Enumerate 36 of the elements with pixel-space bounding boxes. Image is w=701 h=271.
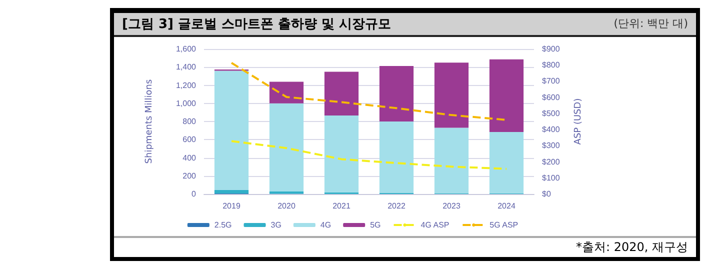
x-tick-label: 2021 <box>332 201 351 210</box>
y-tick-label: 800 <box>182 116 197 126</box>
y2-tick-label: $300 <box>542 141 560 150</box>
y-tick-label: 1,600 <box>176 44 197 54</box>
y2-tick-label: $900 <box>542 44 560 54</box>
y2-tick-label: $200 <box>542 157 560 166</box>
y2-tick-label: $700 <box>542 76 560 86</box>
y2-axis-title: ASP (USD) <box>574 98 584 145</box>
y-tick-label: 200 <box>182 171 197 180</box>
y-tick-label: 400 <box>182 153 197 162</box>
y-tick-label: 1,000 <box>176 98 197 108</box>
legend-label: 3G <box>270 220 282 230</box>
y2-tick-label: $100 <box>542 173 560 182</box>
y-tick-label: 1,200 <box>176 80 197 90</box>
legend-label: 5G <box>370 220 381 230</box>
y-axis-title: Shipments Millions <box>144 78 154 164</box>
y2-tick-label: $800 <box>542 60 560 70</box>
x-tick-label: 2019 <box>222 201 241 210</box>
x-tick-label: 2023 <box>442 201 461 210</box>
y2-tick-label: $600 <box>542 92 560 102</box>
legend-label: 2.5G <box>214 220 232 230</box>
x-tick-label: 2022 <box>388 201 406 210</box>
y2-tick-label: $0 <box>542 189 552 198</box>
text: (단위: 백만 대) <box>614 16 688 32</box>
x-tick-label: 2020 <box>278 201 296 210</box>
text: *출처: 2020, 재구성 <box>576 240 688 254</box>
chart-title: [그림 3] 글로벌 스마트폰 출하량 및 시장규모 <box>122 16 392 33</box>
x-tick-label: 2024 <box>498 201 516 210</box>
y2-tick-label: $500 <box>542 108 560 118</box>
y2-tick-label: $400 <box>542 124 560 134</box>
legend-label: 5G ASP <box>490 220 518 230</box>
legend-label: 4G ASP <box>420 220 450 230</box>
y-tick-label: 600 <box>182 135 197 144</box>
y-tick-label: 1,400 <box>176 62 197 72</box>
y-tick-label: 0 <box>192 189 197 198</box>
legend-label: 4G <box>320 220 332 230</box>
